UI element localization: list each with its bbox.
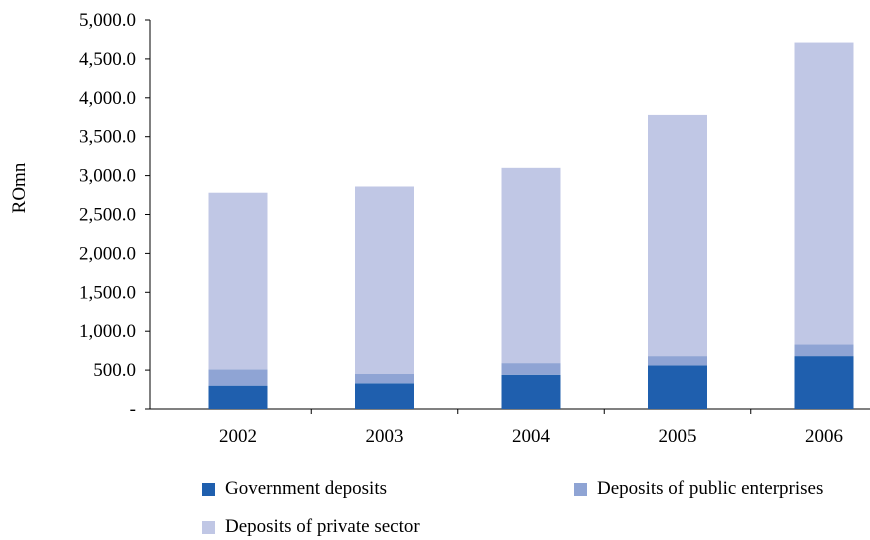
bar-segment-2003-series-2 [355, 186, 414, 374]
y-tick-label: 5,000.0 [79, 10, 136, 31]
legend-label-government: Government deposits [225, 478, 388, 499]
bar-segment-2006-series-1 [794, 344, 854, 357]
x-tick-label: 2003 [366, 426, 404, 447]
y-tick-label: - [130, 399, 136, 420]
legend-swatch-public-enterprises [574, 482, 587, 496]
x-tick-label: 2006 [805, 426, 843, 447]
x-tick-label: 2002 [219, 426, 257, 447]
legend-item-private-sector: Deposits of private sector [202, 516, 420, 538]
y-tick-label: 3,000.0 [79, 166, 136, 187]
y-tick-label: 3,500.0 [79, 127, 136, 148]
legend-label-public-enterprises: Deposits of public enterprises [597, 478, 824, 499]
bar-segment-2002-series-0 [208, 385, 268, 409]
bar-segment-2003-series-0 [355, 383, 414, 409]
y-tick-label: 1,500.0 [79, 282, 136, 303]
bar-segment-2004-series-0 [501, 374, 561, 409]
legend-swatch-private-sector [202, 520, 215, 534]
bar-segment-2004-series-1 [501, 363, 561, 375]
legend-item-government: Government deposits [202, 478, 387, 500]
bar-segment-2005-series-0 [648, 365, 707, 409]
y-tick-label: 4,000.0 [79, 88, 136, 109]
x-tick-label: 2005 [659, 426, 697, 447]
bar-segment-2005-series-2 [648, 114, 707, 357]
bar-segment-2002-series-2 [208, 192, 268, 370]
x-tick-label: 2004 [512, 426, 551, 447]
y-tick-label: 1,000.0 [79, 321, 136, 342]
bar-segment-2004-series-2 [501, 167, 561, 364]
bar-segment-2006-series-0 [794, 356, 854, 409]
bar-segment-2006-series-2 [794, 42, 854, 345]
y-tick-label: 4,500.0 [79, 49, 136, 70]
bar-segment-2005-series-1 [648, 356, 707, 366]
legend-item-public-enterprises: Deposits of public enterprises [574, 478, 823, 500]
y-tick-label: 500.0 [93, 360, 136, 381]
bar-segment-2002-series-1 [208, 369, 268, 386]
y-tick-label: 2,000.0 [79, 243, 136, 264]
bar-segment-2003-series-1 [355, 373, 414, 384]
legend-label-private-sector: Deposits of private sector [225, 516, 420, 537]
legend-swatch-government [202, 482, 215, 496]
y-tick-label: 2,500.0 [79, 205, 136, 226]
